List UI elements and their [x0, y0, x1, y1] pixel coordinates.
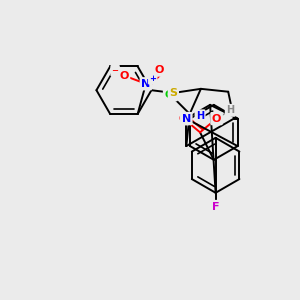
Text: N: N — [182, 114, 191, 124]
Text: −: − — [112, 66, 118, 75]
Text: O: O — [212, 114, 221, 124]
Text: H: H — [196, 111, 204, 121]
Text: O: O — [155, 65, 164, 75]
Text: H: H — [226, 105, 234, 115]
Text: S: S — [169, 88, 177, 98]
Text: O: O — [119, 70, 129, 80]
Text: F: F — [212, 202, 219, 212]
Text: +: + — [149, 74, 156, 83]
Text: O: O — [179, 114, 188, 124]
Text: N: N — [141, 79, 151, 89]
Text: Cl: Cl — [164, 90, 176, 100]
